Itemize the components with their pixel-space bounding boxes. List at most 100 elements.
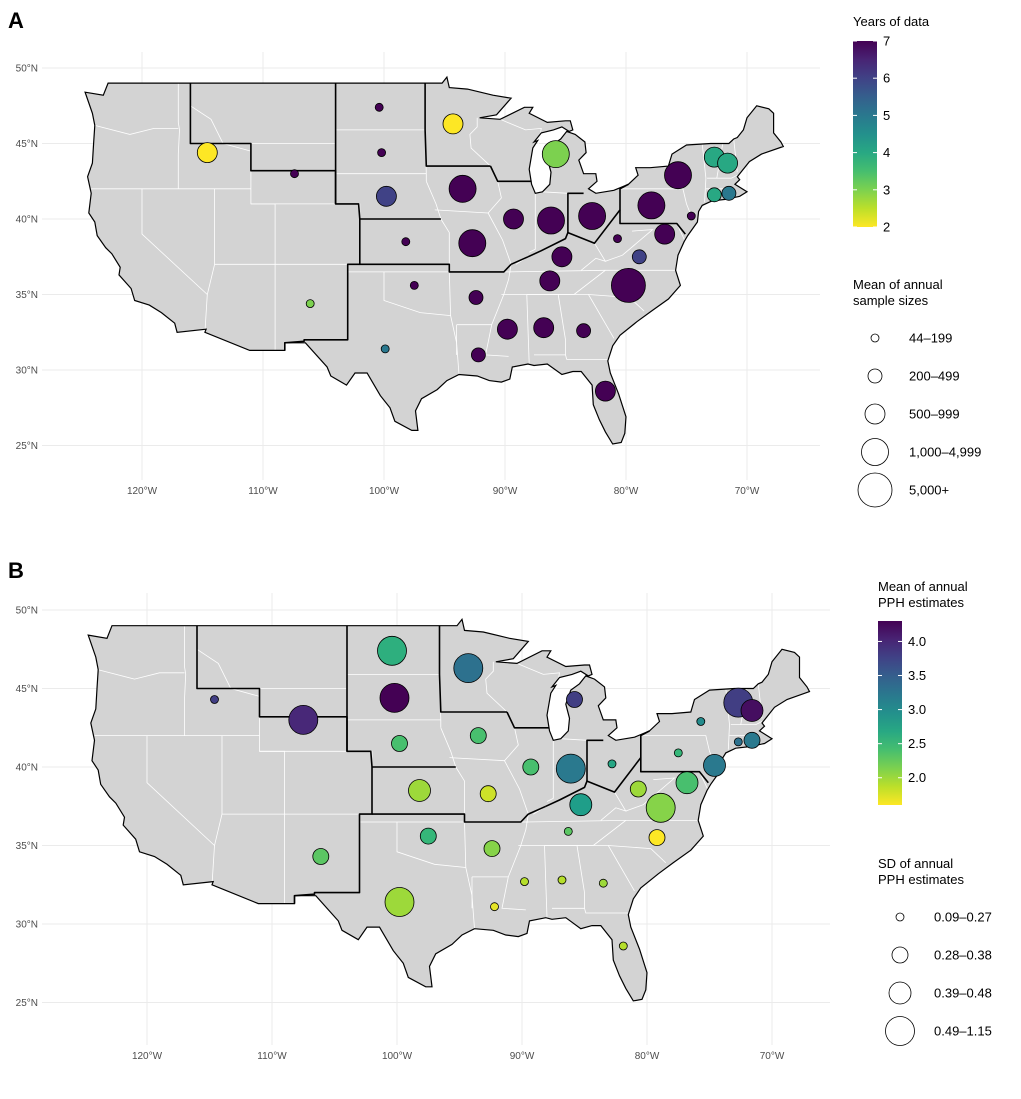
map-point[interactable] (675, 771, 699, 795)
lon-tick-label: 110°W (248, 486, 278, 497)
state-boundary (211, 735, 223, 885)
region-boundary (619, 209, 686, 235)
map-point[interactable] (613, 234, 622, 244)
map-point[interactable] (305, 299, 315, 309)
map-point[interactable] (569, 793, 593, 817)
map-point[interactable] (537, 206, 565, 235)
size-legend-title: SD of annual (878, 856, 953, 871)
size-legend-title: sample sizes (853, 293, 929, 308)
map-point[interactable] (391, 735, 408, 752)
map-point[interactable] (541, 140, 570, 169)
map-point[interactable] (483, 840, 501, 857)
map-point[interactable] (408, 779, 431, 802)
map-point[interactable] (721, 185, 737, 201)
lon-tick-label: 90°W (493, 486, 518, 497)
map-point[interactable] (375, 185, 397, 207)
map-point[interactable] (210, 695, 219, 704)
map-point[interactable] (557, 875, 567, 885)
map-point[interactable] (717, 152, 738, 174)
map-point[interactable] (576, 323, 591, 339)
size-legend-label: 44–199 (909, 331, 952, 346)
map-point[interactable] (654, 223, 676, 245)
lat-tick-label: 45°N (16, 684, 38, 695)
map-point[interactable] (551, 246, 573, 268)
map-point[interactable] (290, 169, 299, 179)
map-point[interactable] (539, 270, 561, 292)
size-legend-label: 0.28–0.38 (934, 948, 992, 963)
map-point[interactable] (470, 347, 486, 363)
map-point[interactable] (578, 202, 606, 230)
map-point[interactable] (409, 280, 419, 290)
region-boundary (359, 263, 512, 273)
map-point[interactable] (664, 161, 692, 190)
map-point[interactable] (490, 902, 499, 912)
map-point[interactable] (520, 877, 529, 886)
state-boundary (608, 845, 667, 864)
map-point[interactable] (469, 727, 487, 744)
map-point[interactable] (468, 290, 484, 305)
map-point[interactable] (648, 829, 666, 846)
map-point[interactable] (419, 827, 437, 845)
map-point[interactable] (733, 737, 743, 747)
map-point[interactable] (312, 848, 330, 865)
map-point[interactable] (496, 318, 518, 340)
map-point[interactable] (479, 785, 497, 803)
state-boundary (620, 188, 691, 214)
map-point[interactable] (453, 653, 484, 683)
lon-tick-label: 80°W (614, 486, 639, 497)
region-boundary (586, 739, 604, 782)
map-point[interactable] (377, 635, 407, 666)
state-boundary (146, 735, 215, 846)
map-point[interactable] (533, 317, 555, 339)
size-legend-label: 0.09–0.27 (934, 910, 992, 925)
region-boundary (196, 625, 348, 752)
lat-tick-label: 40°N (16, 763, 38, 774)
map-point[interactable] (703, 754, 726, 777)
map-point[interactable] (631, 249, 647, 265)
map-point[interactable] (637, 191, 666, 220)
state-boundary (425, 181, 442, 220)
map-point[interactable] (522, 758, 540, 776)
map-point[interactable] (384, 887, 415, 917)
map-point[interactable] (686, 211, 696, 221)
state-boundary (94, 125, 179, 135)
lon-tick-label: 110°W (257, 1051, 287, 1062)
map-point[interactable] (374, 102, 384, 112)
map-point[interactable] (563, 827, 573, 836)
map-point[interactable] (607, 759, 617, 769)
colorbar-tick-label: 7 (883, 34, 890, 49)
map-point[interactable] (401, 237, 411, 247)
lon-tick-label: 80°W (635, 1051, 660, 1062)
map-point[interactable] (566, 691, 583, 708)
map-point[interactable] (288, 705, 319, 735)
map-point[interactable] (442, 113, 464, 135)
map-point[interactable] (743, 731, 761, 749)
panel-a: A 25°N 30°N 35°N 40°N 45°N 50°N 120°W 110°W 100°W… (8, 8, 981, 508)
map-point[interactable] (629, 780, 647, 798)
map-point[interactable] (673, 748, 683, 758)
map-point[interactable] (611, 267, 646, 303)
map-point[interactable] (645, 792, 676, 823)
map-point[interactable] (448, 174, 477, 203)
state-boundary (625, 777, 676, 812)
size-legend-circle (888, 981, 912, 1005)
map-point[interactable] (379, 683, 410, 713)
map-point[interactable] (380, 344, 390, 354)
colorbar (878, 621, 902, 805)
map-point[interactable] (458, 229, 487, 258)
state-boundary (526, 294, 530, 365)
map-point[interactable] (706, 187, 722, 203)
map-point[interactable] (196, 142, 218, 164)
map-point[interactable] (555, 753, 586, 784)
map-point[interactable] (618, 941, 628, 951)
lat-tick-label: 25°N (16, 998, 38, 1009)
map-point[interactable] (377, 148, 387, 158)
map-point[interactable] (503, 208, 524, 230)
map-point[interactable] (696, 717, 706, 726)
map-point[interactable] (598, 878, 608, 888)
map-point[interactable] (740, 699, 764, 722)
region-boundary (527, 805, 547, 815)
colorbar-tick-label: 4.0 (908, 634, 926, 649)
map-point[interactable] (595, 380, 616, 402)
state-boundary (500, 118, 542, 182)
